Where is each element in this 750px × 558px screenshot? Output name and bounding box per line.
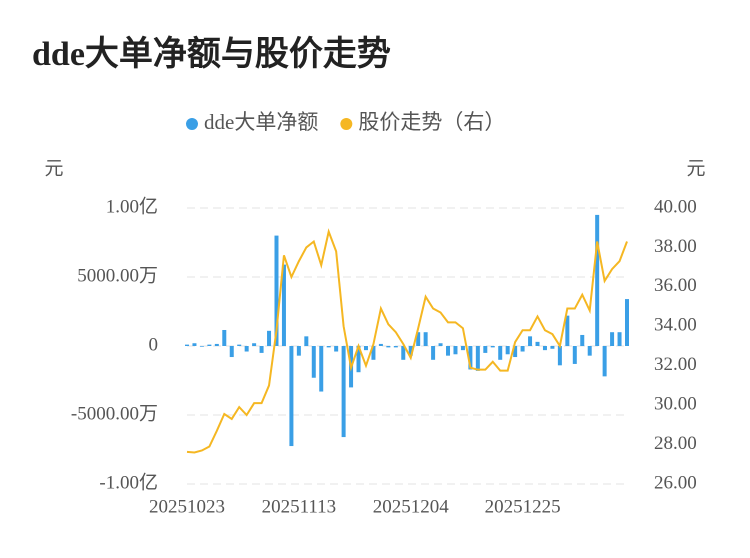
y-tick-label: -5000.00万	[71, 403, 158, 424]
bar	[356, 346, 361, 373]
bar	[207, 344, 212, 346]
bar	[192, 343, 197, 346]
bar	[222, 329, 227, 346]
bar	[341, 346, 346, 438]
y-tick-label: 1.00亿	[106, 195, 158, 217]
bar	[438, 343, 443, 346]
bar	[199, 346, 204, 347]
bar	[587, 346, 592, 356]
bar	[237, 344, 242, 346]
bar	[267, 330, 272, 346]
bar	[602, 346, 607, 377]
bar	[274, 235, 279, 346]
bar	[446, 346, 451, 356]
legend-marker	[340, 118, 353, 130]
bar	[505, 346, 510, 355]
bar	[617, 332, 622, 346]
y2-tick-label: 26.00	[654, 472, 697, 493]
x-tick-label: 20251113	[262, 496, 337, 517]
y-tick-label: 5000.00万	[77, 265, 158, 286]
price-line	[186, 228, 628, 454]
bar	[520, 346, 525, 352]
y2-tick-label: 30.00	[654, 394, 697, 415]
bar	[468, 346, 473, 370]
y2-tick-label: 40.00	[654, 196, 697, 217]
y-axis-label: 元	[44, 158, 63, 179]
bar	[580, 334, 585, 346]
bar	[416, 332, 421, 346]
bar	[401, 346, 406, 360]
bar	[595, 214, 600, 346]
bar	[557, 346, 562, 366]
bar	[610, 332, 615, 346]
bar	[475, 346, 480, 371]
bar	[423, 332, 428, 346]
y2-tick-label: 38.00	[654, 236, 697, 257]
bar	[319, 346, 324, 392]
bar	[296, 346, 301, 356]
bar	[252, 343, 257, 346]
x-tick-label: 20251225	[485, 496, 561, 517]
bar	[550, 346, 555, 349]
legend-label: 股价走势（右）	[358, 110, 505, 134]
y2-tick-label: 36.00	[654, 275, 697, 296]
bar	[572, 346, 577, 364]
bar	[326, 346, 331, 348]
bar	[453, 346, 458, 355]
bar	[363, 346, 368, 351]
bar	[513, 346, 518, 358]
y2-axis-label: 元	[686, 158, 705, 179]
legend-marker	[186, 118, 198, 130]
bar	[229, 346, 234, 358]
y2-tick-label: 34.00	[654, 315, 697, 336]
bar	[371, 346, 376, 360]
bar	[386, 346, 391, 348]
bar	[378, 343, 383, 346]
bar	[334, 346, 339, 352]
bar	[565, 315, 570, 346]
y-tick-label: 0	[149, 334, 159, 355]
chart-title: dde大单净额与股价走势	[32, 35, 391, 73]
bar	[259, 346, 264, 353]
bar	[625, 299, 629, 346]
bar	[431, 346, 436, 360]
bar	[281, 264, 286, 346]
bar	[185, 344, 189, 346]
x-tick-label: 20251023	[149, 496, 225, 517]
bar	[490, 346, 495, 348]
legend-label: dde大单净额	[204, 110, 318, 134]
bar	[528, 336, 533, 346]
bar	[498, 346, 503, 360]
bar	[408, 346, 413, 356]
bar	[244, 346, 249, 352]
bar	[460, 346, 465, 351]
y2-tick-label: 28.00	[654, 433, 697, 454]
bar	[535, 341, 540, 346]
bar	[393, 346, 398, 348]
y2-tick-label: 32.00	[654, 354, 697, 375]
bar	[304, 336, 309, 346]
bar	[483, 346, 488, 353]
x-tick-label: 20251204	[373, 496, 450, 517]
bar	[214, 343, 219, 346]
y-tick-label: -1.00亿	[99, 471, 158, 493]
bar	[311, 346, 316, 378]
bar	[289, 346, 294, 447]
bar	[542, 346, 547, 351]
